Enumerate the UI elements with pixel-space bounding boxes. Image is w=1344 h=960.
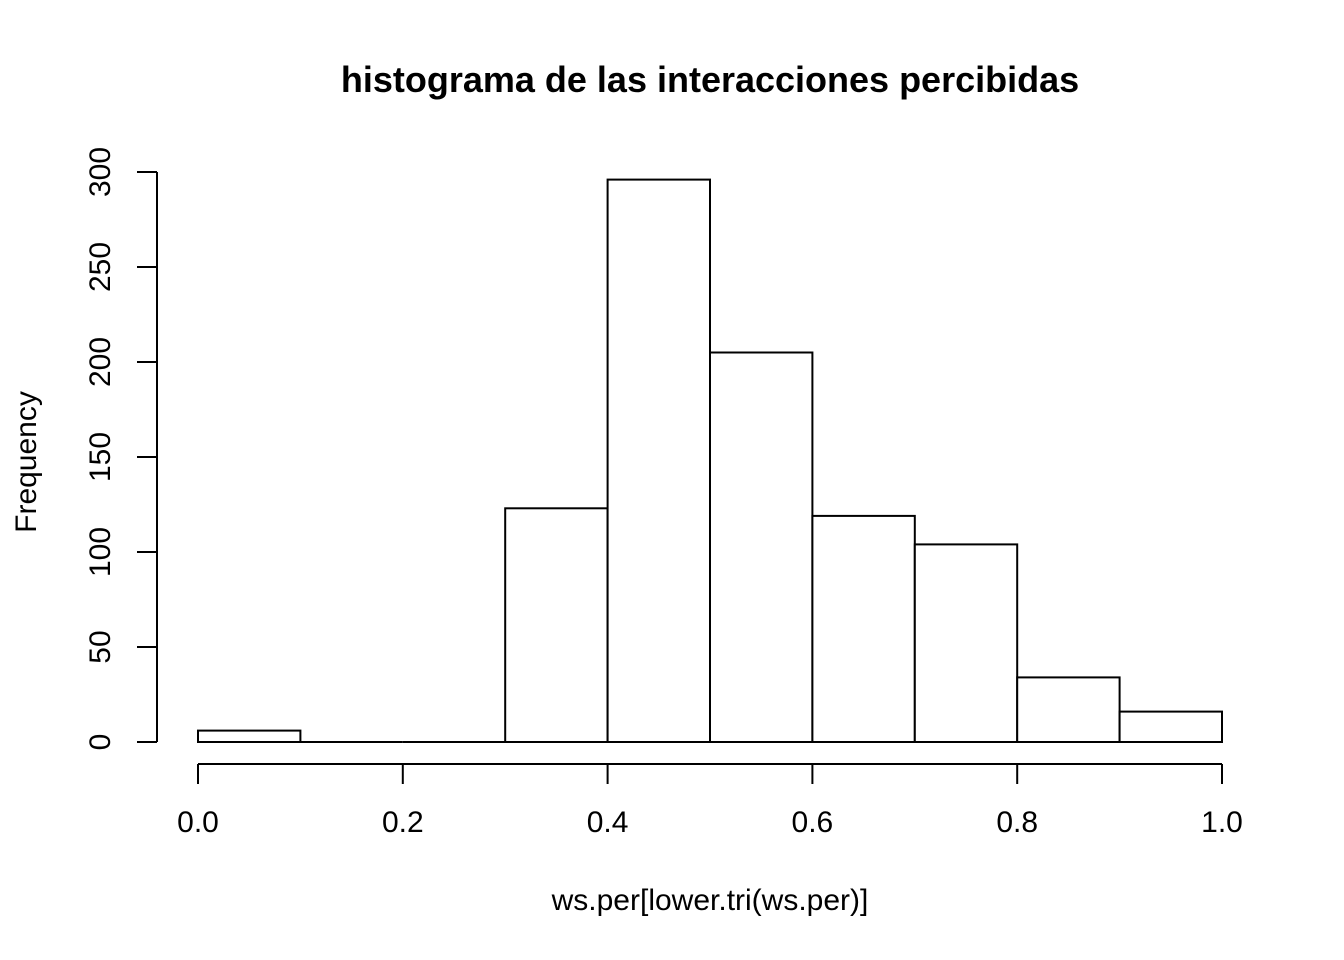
x-axis: 0.0 0.2 0.4 0.6 0.8 1.0 [177, 763, 1243, 839]
y-tick-label: 200 [84, 337, 117, 387]
x-tick-label: 0.0 [177, 806, 219, 839]
histogram-bar [504, 507, 609, 743]
x-tick-label: 0.2 [382, 806, 424, 839]
y-tick-label: 150 [84, 432, 117, 482]
y-tick-label: 50 [84, 630, 117, 663]
y-tick-label: 300 [84, 147, 117, 197]
histogram-bar [606, 178, 711, 744]
y-tick-label: 250 [84, 242, 117, 292]
y-tick-label: 0 [84, 734, 117, 751]
x-axis-label: ws.per[lower.tri(ws.per)] [551, 884, 869, 917]
x-tick-label: 0.6 [792, 806, 834, 839]
y-tick-label: 100 [84, 527, 117, 577]
chart-title: histograma de las interacciones percibid… [341, 59, 1079, 100]
histogram-bar [913, 543, 1019, 744]
x-tick-label: 1.0 [1201, 806, 1243, 839]
x-tick-label: 0.8 [996, 806, 1038, 839]
bars-group [197, 178, 1223, 744]
histogram-bar [1118, 710, 1223, 743]
x-tick-label: 0.4 [587, 806, 629, 839]
histogram-bar [1016, 676, 1121, 744]
y-axis: 0 50 100 150 200 250 300 [84, 147, 158, 751]
y-axis-label: Frequency [10, 391, 43, 533]
histogram-bar [709, 351, 814, 743]
histogram-bar [811, 514, 916, 744]
histogram-bar [197, 729, 302, 743]
